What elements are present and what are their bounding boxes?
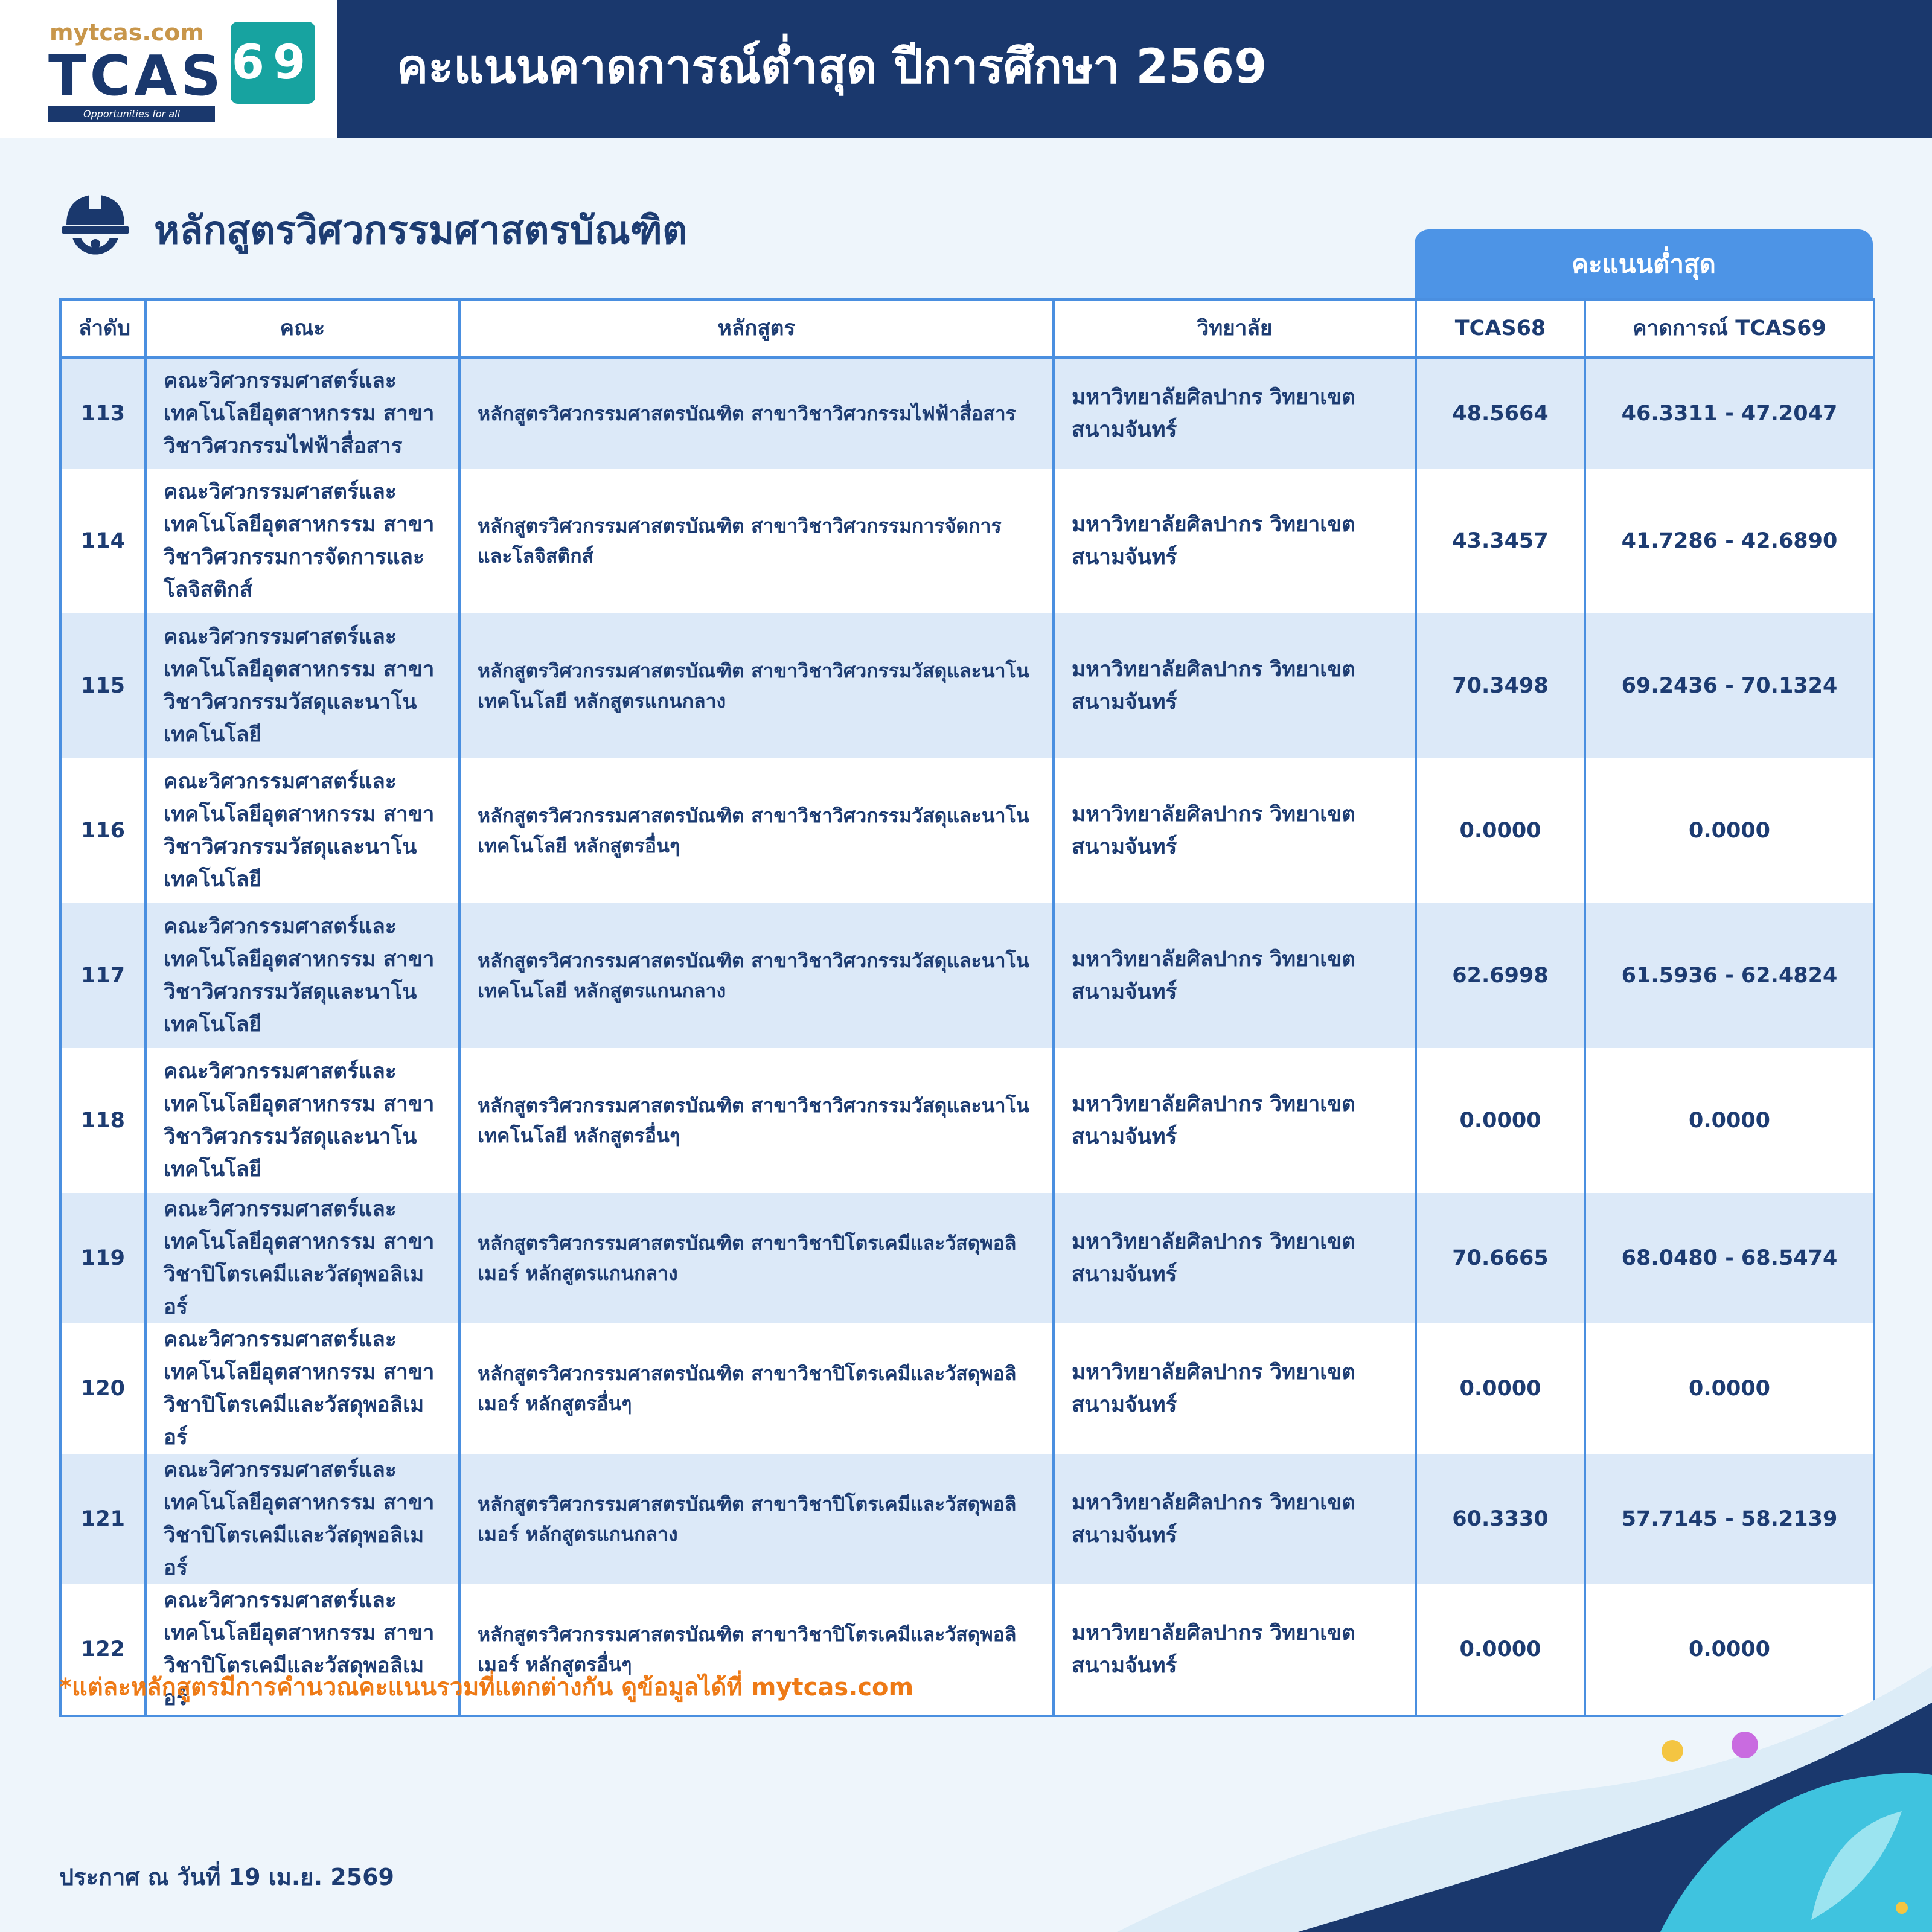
table-cell: มหาวิทยาลัยศิลปากร วิทยาเขตสนามจันทร์: [1052, 469, 1417, 613]
table-row: 119 คณะวิศวกรรมศาสตร์และเทคโนโลยีอุตสาหกร…: [59, 1193, 1875, 1323]
table-cell: 62.6998: [1415, 903, 1586, 1048]
table-row: 116 คณะวิศวกรรมศาสตร์และเทคโนโลยีอุตสาหกร…: [59, 758, 1875, 903]
table-cell: 0.0000: [1584, 1323, 1875, 1454]
section-icon: [62, 191, 129, 255]
table-cell: มหาวิทยาลัยศิลปากร วิทยาเขตสนามจันทร์: [1052, 613, 1417, 758]
group-header: คะแนนต่ำสุด: [1415, 229, 1873, 299]
table-cell: หลักสูตรวิศวกรรมศาสตรบัณฑิต สาขาวิชาวิศว…: [458, 357, 1055, 469]
table-cell: มหาวิทยาลัยศิลปากร วิทยาเขตสนามจันทร์: [1052, 1193, 1417, 1323]
table-row: 114 คณะวิศวกรรมศาสตร์และเทคโนโลยีอุตสาหกร…: [59, 469, 1875, 613]
table-cell: 61.5936 - 62.4824: [1584, 903, 1875, 1048]
table-cell: มหาวิทยาลัยศิลปากร วิทยาเขตสนามจันทร์: [1052, 1048, 1417, 1193]
table-cell: 119: [59, 1193, 147, 1323]
table-cell: หลักสูตรวิศวกรรมศาสตรบัณฑิต สาขาวิชาปิโต…: [458, 1584, 1055, 1717]
table-cell: 0.0000: [1584, 1584, 1875, 1717]
table-cell: 0.0000: [1415, 1048, 1586, 1193]
column-header: TCAS68: [1415, 298, 1586, 359]
table-cell: หลักสูตรวิศวกรรมศาสตรบัณฑิต สาขาวิชาปิโต…: [458, 1454, 1055, 1584]
page-title: คะแนนคาดการณ์ต่ำสุด ปีการศึกษา 2569: [397, 40, 1267, 94]
table-cell: มหาวิทยาลัยศิลปากร วิทยาเขตสนามจันทร์: [1052, 1323, 1417, 1454]
table-row: 122 คณะวิศวกรรมศาสตร์และเทคโนโลยีอุตสาหกร…: [59, 1584, 1875, 1717]
table-cell: หลักสูตรวิศวกรรมศาสตรบัณฑิต สาขาวิชาวิศว…: [458, 1048, 1055, 1193]
table-cell: 120: [59, 1323, 147, 1454]
table-cell: คณะวิศวกรรมศาสตร์และเทคโนโลยีอุตสาหกรรม …: [144, 469, 461, 613]
decoration: [1117, 1666, 1932, 1932]
table-cell: 69.2436 - 70.1324: [1584, 613, 1875, 758]
table-cell: 121: [59, 1454, 147, 1584]
table-cell: หลักสูตรวิศวกรรมศาสตรบัณฑิต สาขาวิชาวิศว…: [458, 613, 1055, 758]
table-body: 113 คณะวิศวกรรมศาสตร์และเทคโนโลยีอุตสาหกร…: [59, 357, 1875, 1717]
table-cell: คณะวิศวกรรมศาสตร์และเทคโนโลยีอุตสาหกรรม …: [144, 1193, 461, 1323]
table-cell: มหาวิทยาลัยศิลปากร วิทยาเขตสนามจันทร์: [1052, 903, 1417, 1048]
column-header: คณะ: [144, 298, 461, 359]
table-cell: 0.0000: [1415, 758, 1586, 903]
table-cell: คณะวิศวกรรมศาสตร์และเทคโนโลยีอุตสาหกรรม …: [144, 1048, 461, 1193]
table-cell: 114: [59, 469, 147, 613]
table-cell: 70.6665: [1415, 1193, 1586, 1323]
table-cell: หลักสูตรวิศวกรรมศาสตรบัณฑิต สาขาวิชาวิศว…: [458, 758, 1055, 903]
table-cell: 68.0480 - 68.5474: [1584, 1193, 1875, 1323]
table-cell: 0.0000: [1415, 1584, 1586, 1717]
table-cell: หลักสูตรวิศวกรรมศาสตรบัณฑิต สาขาวิชาวิศว…: [458, 469, 1055, 613]
table-row: 113 คณะวิศวกรรมศาสตร์และเทคโนโลยีอุตสาหกร…: [59, 357, 1875, 469]
table-cell: หลักสูตรวิศวกรรมศาสตรบัณฑิต สาขาวิชาปิโต…: [458, 1193, 1055, 1323]
header-row: ลำดับ คณะ หลักสูตร วิทยาลัย TCAS68 คาดการณ์ T…: [59, 298, 1875, 359]
table-cell: คณะวิศวกรรมศาสตร์และเทคโนโลยีอุตสาหกรรม …: [144, 903, 461, 1048]
table-cell: 48.5664: [1415, 357, 1586, 469]
announcement-date: ประกาศ ณ วันที่ 19 เม.ย. 2569: [59, 1864, 394, 1890]
logo-site: mytcas.com: [50, 19, 204, 46]
logo-brand: TCAS: [48, 43, 225, 108]
table-cell: 0.0000: [1584, 758, 1875, 903]
logo-slogan: Opportunities for all: [48, 106, 215, 122]
table-row: 120 คณะวิศวกรรมศาสตร์และเทคโนโลยีอุตสาหกร…: [59, 1323, 1875, 1454]
table-cell: 122: [59, 1584, 147, 1717]
table-cell: คณะวิศวกรรมศาสตร์และเทคโนโลยีอุตสาหกรรม …: [144, 1323, 461, 1454]
footnote: *แต่ละหลักสูตรมีการคำนวณคะแนนรวมที่แตกต่…: [59, 1674, 914, 1701]
table-cell: มหาวิทยาลัยศิลปากร วิทยาเขตสนามจันทร์: [1052, 758, 1417, 903]
table-cell: 117: [59, 903, 147, 1048]
table-cell: 70.3498: [1415, 613, 1586, 758]
table-cell: มหาวิทยาลัยศิลปากร วิทยาเขตสนามจันทร์: [1052, 357, 1417, 469]
table-cell: 0.0000: [1415, 1323, 1586, 1454]
table-cell: คณะวิศวกรรมศาสตร์และเทคโนโลยีอุตสาหกรรม …: [144, 357, 461, 469]
table-cell: หลักสูตรวิศวกรรมศาสตรบัณฑิต สาขาวิชาวิศว…: [458, 903, 1055, 1048]
column-header: ลำดับ: [59, 298, 147, 359]
table-cell: 57.7145 - 58.2139: [1584, 1454, 1875, 1584]
table-cell: หลักสูตรวิศวกรรมศาสตรบัณฑิต สาขาวิชาปิโต…: [458, 1323, 1055, 1454]
logo-year: 69: [231, 22, 315, 104]
score-table: ลำดับ คณะ หลักสูตร วิทยาลัย TCAS68 คาดการณ์ T…: [59, 298, 1875, 1717]
table-cell: คณะวิศวกรรมศาสตร์และเทคโนโลยีอุตสาหกรรม …: [144, 613, 461, 758]
table-cell: 41.7286 - 42.6890: [1584, 469, 1875, 613]
table-cell: 115: [59, 613, 147, 758]
table-cell: 113: [59, 357, 147, 469]
table-row: 117 คณะวิศวกรรมศาสตร์และเทคโนโลยีอุตสาหกร…: [59, 903, 1875, 1048]
column-header: คาดการณ์ TCAS69: [1584, 298, 1875, 359]
table-cell: 116: [59, 758, 147, 903]
table-cell: คณะวิศวกรรมศาสตร์และเทคโนโลยีอุตสาหกรรม …: [144, 1584, 461, 1717]
table-cell: 60.3330: [1415, 1454, 1586, 1584]
table-cell: 0.0000: [1584, 1048, 1875, 1193]
table-row: 118 คณะวิศวกรรมศาสตร์และเทคโนโลยีอุตสาหกร…: [59, 1048, 1875, 1193]
table-cell: คณะวิศวกรรมศาสตร์และเทคโนโลยีอุตสาหกรรม …: [144, 1454, 461, 1584]
table-cell: 118: [59, 1048, 147, 1193]
table-cell: มหาวิทยาลัยศิลปากร วิทยาเขตสนามจันทร์: [1052, 1454, 1417, 1584]
table-cell: คณะวิศวกรรมศาสตร์และเทคโนโลยีอุตสาหกรรม …: [144, 758, 461, 903]
table-row: 121 คณะวิศวกรรมศาสตร์และเทคโนโลยีอุตสาหกร…: [59, 1454, 1875, 1584]
table-row: 115 คณะวิศวกรรมศาสตร์และเทคโนโลยีอุตสาหกร…: [59, 613, 1875, 758]
table-cell: 46.3311 - 47.2047: [1584, 357, 1875, 469]
column-header: หลักสูตร: [458, 298, 1055, 359]
table-cell: 43.3457: [1415, 469, 1586, 613]
table-cell: มหาวิทยาลัยศิลปากร วิทยาเขตสนามจันทร์: [1052, 1584, 1417, 1717]
column-header: วิทยาลัย: [1052, 298, 1417, 359]
section-title: หลักสูตรวิศวกรรมศาสตรบัณฑิต: [154, 208, 688, 253]
logo: mytcas.com TCAS 69 Opportunities for all: [0, 0, 337, 138]
